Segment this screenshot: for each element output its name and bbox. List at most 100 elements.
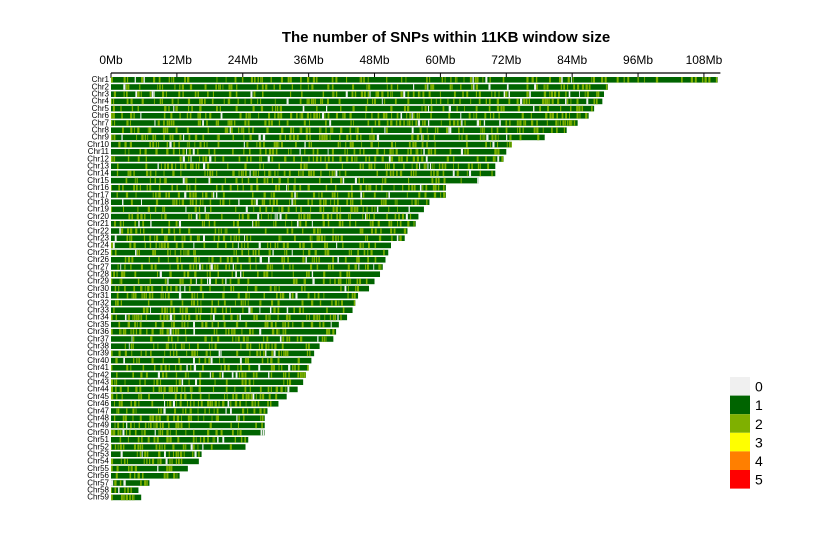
density-window — [623, 77, 625, 83]
density-window — [256, 141, 258, 148]
chromosome-label: Chr43 — [87, 378, 109, 387]
density-window — [293, 185, 296, 191]
density-window — [272, 249, 274, 256]
density-window — [249, 170, 251, 177]
density-window — [126, 84, 127, 90]
density-window — [120, 300, 122, 306]
density-window — [284, 350, 287, 357]
density-window — [242, 185, 244, 191]
density-window — [500, 105, 503, 112]
chromosome-label: Chr54 — [87, 457, 109, 466]
density-window — [407, 91, 410, 97]
density-window — [586, 98, 589, 105]
density-window — [216, 329, 218, 335]
density-window — [300, 206, 302, 213]
density-window — [418, 192, 421, 198]
density-window — [369, 221, 371, 227]
density-window — [534, 84, 537, 90]
density-window — [127, 386, 129, 393]
density-window — [226, 127, 229, 133]
density-window — [160, 163, 162, 169]
density-window — [222, 314, 225, 321]
density-window — [406, 113, 408, 119]
density-window — [229, 278, 232, 285]
density-window — [259, 307, 261, 313]
density-window — [310, 206, 312, 213]
density-window — [517, 105, 521, 112]
density-window — [118, 321, 121, 328]
density-window — [386, 163, 389, 169]
density-window — [209, 350, 211, 357]
density-window — [414, 141, 417, 148]
density-window — [169, 329, 172, 335]
density-window — [354, 156, 356, 162]
density-window — [250, 156, 252, 162]
density-window — [237, 242, 239, 249]
density-window — [291, 228, 294, 234]
density-window — [243, 415, 245, 421]
density-window — [269, 314, 271, 321]
density-window — [178, 293, 182, 299]
density-window — [419, 163, 421, 169]
density-window — [214, 379, 216, 385]
density-window — [129, 120, 131, 126]
density-window — [227, 98, 231, 105]
density-stripes — [111, 242, 377, 249]
density-window — [277, 242, 279, 249]
density-window — [591, 77, 593, 83]
density-window — [417, 199, 419, 205]
x-tick-label: 36Mb — [294, 53, 324, 67]
density-window — [373, 98, 376, 105]
density-window — [411, 127, 414, 133]
density-window — [300, 170, 302, 177]
density-window — [407, 221, 410, 227]
density-window — [163, 170, 165, 177]
density-window — [350, 278, 352, 285]
density-window — [350, 134, 352, 141]
density-window — [413, 221, 415, 227]
chromosome-bar — [111, 206, 424, 213]
density-window — [284, 329, 287, 335]
density-window — [348, 278, 350, 285]
density-window — [268, 372, 270, 378]
density-window — [263, 336, 265, 342]
density-window — [142, 365, 145, 371]
density-window — [573, 84, 576, 90]
chromosome-bar — [111, 329, 337, 335]
density-window — [246, 336, 248, 342]
density-window — [126, 422, 128, 429]
density-window — [133, 185, 136, 191]
density-window — [501, 156, 504, 162]
density-window — [465, 134, 468, 141]
density-window — [272, 264, 274, 270]
density-window — [271, 105, 274, 112]
density-window — [411, 134, 414, 141]
density-window — [139, 379, 141, 385]
density-window — [306, 271, 308, 277]
density-window — [178, 91, 181, 97]
density-window — [267, 401, 269, 407]
density-window — [442, 105, 445, 112]
density-window — [282, 321, 284, 328]
density-window — [126, 408, 128, 414]
density-window — [229, 199, 231, 205]
chromosome-row-chr3: Chr3 — [92, 90, 605, 99]
density-window — [592, 77, 596, 83]
chromosome-bar — [111, 264, 383, 270]
density-window — [131, 494, 134, 501]
density-window — [312, 98, 315, 105]
density-window — [143, 458, 145, 465]
density-window — [163, 451, 166, 457]
density-window — [169, 307, 172, 313]
density-window — [346, 134, 349, 141]
density-window — [272, 199, 275, 205]
density-window — [189, 264, 192, 270]
density-window — [214, 156, 216, 162]
density-window — [271, 329, 275, 335]
density-window — [185, 429, 187, 436]
chromosome-row-chr53: Chr53 — [87, 450, 202, 459]
density-window — [157, 372, 160, 378]
density-window — [427, 120, 430, 126]
density-window — [114, 235, 117, 241]
density-stripes — [116, 170, 493, 177]
